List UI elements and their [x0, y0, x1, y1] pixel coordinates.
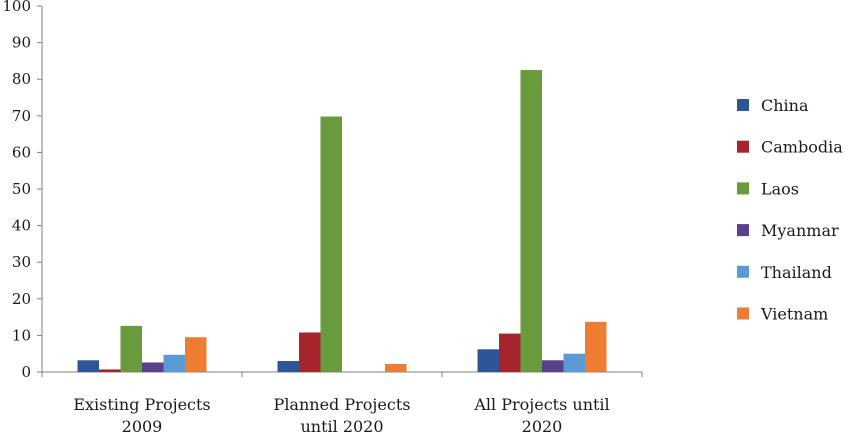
bar-vietnam	[385, 363, 407, 372]
bars	[77, 70, 607, 373]
y-tick-label: 40	[12, 217, 31, 235]
y-tick-label: 20	[12, 290, 31, 308]
legend-label: Cambodia	[761, 138, 843, 157]
legend-swatch-vietnam	[737, 307, 749, 320]
bar-china	[77, 360, 99, 372]
y-tick-label: 90	[12, 34, 31, 52]
legend: China Cambodia Laos Myanmar Thailand Vietnam	[737, 96, 843, 324]
bar-cambodia	[499, 333, 521, 372]
y-axis: 0 10 20 30 40 50 60 70 80 90 100	[2, 0, 43, 381]
bar-thailand	[563, 353, 585, 372]
y-tick-label: 10	[12, 326, 31, 344]
bar-laos	[520, 70, 542, 373]
y-tick-label: 0	[21, 363, 31, 381]
bar-cambodia	[99, 369, 121, 372]
bar-laos	[320, 116, 342, 372]
y-tick-label: 70	[12, 107, 31, 125]
bar-china	[477, 349, 499, 372]
bar-myanmar	[142, 362, 164, 372]
bar-thailand	[163, 354, 185, 372]
legend-swatch-cambodia	[737, 140, 749, 153]
legend-swatch-china	[737, 99, 749, 111]
y-tick-label: 80	[12, 70, 31, 88]
legend-swatch-thailand	[737, 265, 749, 278]
y-tick-label: 30	[12, 253, 31, 271]
legend-label: Laos	[761, 179, 799, 198]
y-tick-label: 100	[2, 0, 31, 15]
legend-swatch-laos	[737, 182, 749, 195]
bar-china	[277, 361, 299, 372]
bar-myanmar	[542, 360, 564, 372]
bar-laos	[120, 325, 142, 372]
x-axis: Existing Projects 2009 Planned Projects unt…	[41, 371, 643, 436]
x-category-label: Existing Projects 2009	[73, 395, 210, 436]
legend-label: China	[761, 96, 809, 115]
x-category-label: Planned Projects until 2020	[274, 395, 411, 436]
y-tick-label: 50	[12, 180, 31, 198]
bar-cambodia	[299, 332, 321, 372]
legend-swatch-myanmar	[737, 224, 749, 237]
legend-label: Thailand	[761, 263, 832, 282]
bar-vietnam	[185, 337, 207, 372]
legend-label: Vietnam	[760, 305, 828, 324]
y-tick-label: 60	[12, 143, 31, 161]
bar-vietnam	[585, 321, 607, 372]
legend-label: Myanmar	[761, 221, 839, 240]
x-category-label: All Projects until 2020	[473, 395, 609, 436]
